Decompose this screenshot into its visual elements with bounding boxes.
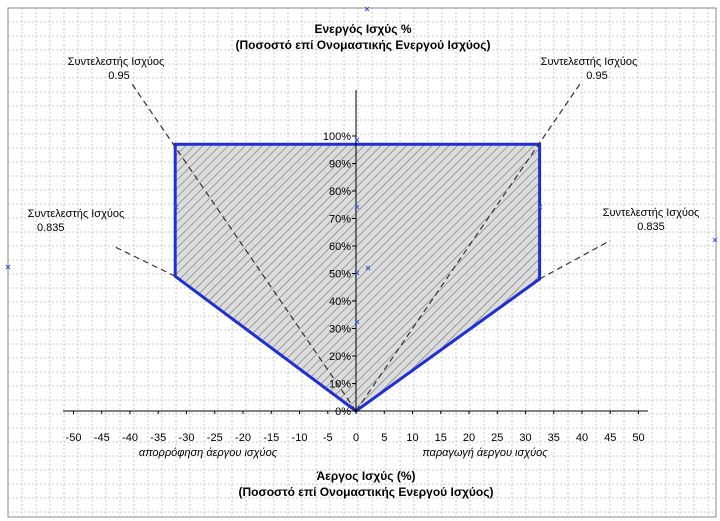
absorption-label: απορρόφηση άεργου ισχύος (139, 447, 278, 459)
markers (5, 6, 718, 325)
pf-095-left-label-line1: Συντελεστής Ισχύος (68, 56, 165, 68)
pf-095-right-label-line1: Συντελεστής Ισχύος (541, 56, 638, 68)
pf-line (355, 80, 583, 412)
pf-line (129, 80, 357, 412)
x-tick-label: 35 (548, 432, 560, 444)
x-tick-label: -35 (150, 432, 166, 444)
capability-region (173, 142, 542, 413)
x-tick-label: -10 (292, 432, 308, 444)
x-tick-label: -15 (263, 432, 279, 444)
x-axis-title-line1: Άεργος Ισχύς (%) (316, 469, 415, 483)
y-tick-label: 90% (329, 159, 351, 171)
x-axis-title-line2: (Ποσοστό επί Ονομαστικής Ενεργού Ισχύος) (239, 485, 494, 499)
x-tick-label: -25 (207, 432, 223, 444)
grid (7, 7, 716, 517)
marker (5, 264, 11, 270)
x-tick-label: 25 (491, 432, 503, 444)
pf-0835-left-label-line2: 0.835 (37, 222, 65, 234)
x-tick-label: -5 (323, 432, 333, 444)
x-tick-label: 40 (576, 432, 588, 444)
x-tick-label: 45 (604, 432, 616, 444)
pf-095-left-label-line2: 0.95 (108, 70, 129, 82)
x-tick-label: 20 (463, 432, 475, 444)
pf-line (112, 245, 176, 277)
marker (537, 204, 543, 210)
marker (712, 237, 718, 243)
x-tick-label: -45 (94, 432, 110, 444)
pf-0835-left-label-line1: Συντελεστής Ισχύος (28, 208, 125, 220)
y-tick-label: 70% (329, 214, 351, 226)
y-tick-labels: 0% 10% 20% 30% 40% 50% 60% 70% 80% 90% 100% (323, 131, 356, 418)
x-tick-label: -50 (66, 432, 82, 444)
marker (365, 265, 371, 271)
production-label: παραγωγή άεργου ισχύος (422, 447, 548, 459)
marker (173, 204, 179, 210)
x-tick-label: -30 (179, 432, 195, 444)
y-tick-label: 40% (329, 296, 351, 308)
pf-0835-right-label-line1: Συντελεστής Ισχύος (603, 207, 700, 219)
pf-095-right-label-line2: 0.95 (586, 70, 607, 82)
y-tick-label: 80% (329, 186, 351, 198)
y-tick-label: 50% (329, 269, 351, 281)
y-tick-label: 30% (329, 324, 351, 336)
y-tick-label: 0% (335, 406, 351, 418)
x-tick-label: 5 (381, 432, 387, 444)
marker (354, 204, 360, 210)
marker (354, 270, 360, 276)
x-tick-label: 0 (353, 432, 359, 444)
power-factor-lines (112, 80, 611, 412)
x-tick-label: 15 (435, 432, 447, 444)
pf-0835-right-label-line2: 0.835 (637, 221, 665, 233)
x-tick-label: 10 (406, 432, 418, 444)
x-tick-labels: -50 -45 -40 -35 -30 -25 -20 -15 -10 -5 0 5 10 15 20 25 3… (66, 411, 645, 444)
frame (7, 7, 717, 518)
pf-line (539, 239, 611, 280)
y-tick-label: 20% (329, 351, 351, 363)
x-tick-label: -20 (235, 432, 251, 444)
marker (354, 137, 360, 143)
x-tick-label: 50 (632, 432, 644, 444)
capability-polygon (173, 142, 542, 413)
y-tick-label: 60% (329, 241, 351, 253)
marker (354, 319, 360, 325)
x-tick-label: -40 (122, 432, 138, 444)
y-tick-label: 10% (329, 379, 351, 391)
chart-title-line1: Ενεργός Ισχύς % (314, 22, 411, 36)
x-tick-label: 30 (519, 432, 531, 444)
marker (364, 6, 370, 12)
chart-title-line2: (Ποσοστό επί Ονομαστικής Ενεργού Ισχύος) (236, 38, 491, 52)
y-tick-label: 100% (323, 131, 351, 143)
